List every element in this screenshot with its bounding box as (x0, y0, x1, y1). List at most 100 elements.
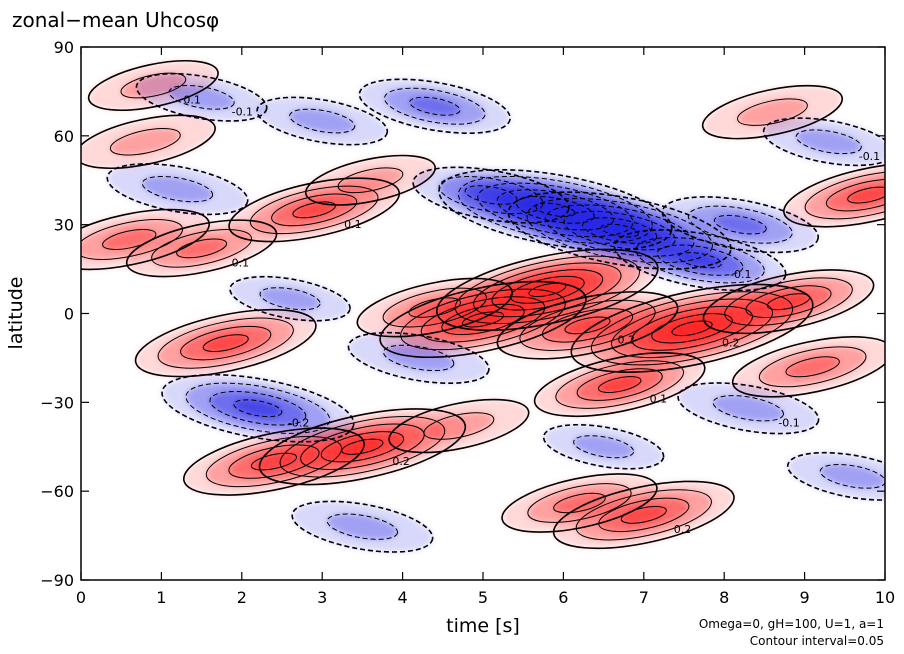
contour-positive-0-1 (590, 291, 794, 366)
field-negative-33-level-1 (713, 395, 784, 421)
contour-label-3: 0.2 (618, 333, 636, 346)
contour-label-12: 0.1 (650, 393, 668, 406)
contour-positive-3-3 (564, 316, 611, 335)
contour-positive-8-1 (423, 412, 495, 440)
contour-negative-24-1 (635, 237, 765, 284)
contour-negative-28-0 (347, 331, 490, 385)
contour-positive-9-0 (552, 480, 735, 550)
contour-positive-4-3 (766, 293, 811, 311)
contour-negative-38-1 (573, 435, 635, 459)
contour-label-0: 0.2 (722, 336, 740, 349)
contour-positive-0-4 (651, 313, 733, 344)
contour-positive-3-0 (496, 291, 679, 360)
contour-positive-1-2 (473, 262, 622, 318)
contour-positive-5-1 (382, 287, 487, 328)
x-tick-label-3: 3 (317, 588, 327, 607)
contour-negative-24-0 (613, 229, 787, 292)
chart-title: zonal−mean Uhcosφ (12, 8, 219, 32)
field-positive-4-level-3 (767, 293, 810, 310)
contour-positive-7-2 (228, 444, 320, 479)
field-positive-7-level-3 (251, 453, 297, 470)
contour-labels: 0.2 0.2 0.2 0.2 0.1 0.1 0.1 0.1 -0.1 -0.2 -0.1 -0.1… (183, 93, 880, 535)
contour-positive-10-0 (501, 473, 658, 533)
contour-label-15: 0.1 (344, 218, 362, 231)
contour-positive-13-1 (758, 346, 867, 388)
contour-positive-15-2 (271, 193, 358, 227)
x-tick-label-8: 8 (719, 588, 729, 607)
contour-negative-36-0 (762, 117, 885, 167)
contour-negative-31-2 (409, 96, 461, 116)
contour-label-27: -0.2 (288, 416, 309, 429)
field-positive-10-level-2 (553, 493, 606, 513)
contour-negative-35-0 (106, 163, 249, 216)
contour-negative-27-0 (161, 373, 355, 443)
contour-positive-4-1 (724, 277, 853, 326)
field-negative-36-level-1 (796, 129, 862, 154)
contour-positive-15-0 (228, 177, 401, 243)
contour-negative-26-0 (412, 166, 570, 224)
x-tick-label-2: 2 (237, 588, 247, 607)
field-positive-20-level-1 (737, 98, 808, 126)
field-negative-31-level-2 (409, 97, 460, 116)
contour-label-18: 0.1 (232, 256, 250, 269)
contour-negative-23-2 (545, 204, 695, 257)
field-positive-13-level-2 (785, 356, 840, 377)
y-tick-label-0: −90 (40, 571, 74, 590)
contour-label-24: -0.1 (730, 268, 751, 281)
contour-positive-1-0 (435, 248, 659, 331)
contour-negative-33-0 (677, 382, 820, 435)
contour-negative-25-2 (713, 214, 767, 235)
contour-positive-12-0 (533, 352, 706, 418)
contour-positive-20-1 (737, 98, 808, 126)
contour-positive-19-1 (337, 167, 404, 194)
contour-positive-18-0 (125, 219, 278, 278)
contour-positive-14-0 (783, 162, 885, 228)
contour-negative-30-1 (168, 85, 235, 110)
contour-label-6: 0.2 (392, 455, 410, 468)
contour-positive-17-2 (102, 228, 157, 250)
field-negative-35-level-1 (142, 176, 213, 202)
y-axis-label: latitude (5, 277, 27, 350)
contour-positive-18-1 (151, 229, 253, 268)
contour-negative-23-5 (600, 223, 639, 238)
x-tick-label-6: 6 (558, 588, 568, 607)
contour-negative-27-2 (209, 390, 307, 426)
contour-field (81, 59, 885, 553)
parameter-note: Omega=0, gH=100, U=1, a=1 (699, 617, 884, 631)
contour-label-36: -0.1 (859, 150, 880, 163)
contour-positive-3-1 (519, 299, 656, 351)
x-tick-label-10: 10 (875, 588, 895, 607)
x-axis-ticks: 0 1 2 3 4 5 6 7 8 9 10 (76, 47, 895, 607)
contour-positive-5-2 (408, 297, 462, 318)
contour-negative-22-2 (477, 182, 634, 238)
contour-positive-20-0 (701, 84, 844, 140)
contour-negative-36-1 (795, 129, 862, 155)
contour-positive-12-2 (576, 368, 663, 401)
contour-positive-8-0 (388, 398, 530, 454)
contour-negative-23-4 (582, 217, 658, 244)
y-tick-label-6: 90 (54, 38, 74, 57)
contour-negative-34-0 (786, 451, 885, 501)
contour-negative-22-4 (516, 195, 595, 224)
contour-positive-2-2 (420, 296, 546, 343)
contour-positive-6-3 (320, 431, 405, 463)
contour-negative-34-1 (819, 464, 885, 489)
contour-positive-7-0 (182, 427, 365, 496)
contour-positive-12-3 (597, 376, 642, 393)
field-negative-38-level-1 (573, 435, 634, 458)
contour-negative-28-1 (383, 344, 455, 372)
contour-negative-38-0 (542, 423, 665, 470)
contour-positive-14-1 (804, 170, 885, 220)
contour-negative-37-0 (229, 275, 351, 322)
contour-positive-0-5 (671, 320, 713, 337)
contour-negative-25-1 (687, 205, 793, 244)
field-positive-15-level-3 (292, 201, 336, 218)
field-positive-12-level-3 (598, 376, 641, 393)
field-negative-34-level-1 (820, 464, 885, 489)
field-positive-0-level-5 (671, 320, 713, 336)
contour-label-30: -0.1 (232, 105, 253, 118)
contour-negative-26-2 (464, 185, 518, 205)
y-tick-label-4: 30 (54, 216, 74, 235)
contour-positive-11-1 (157, 317, 294, 369)
field-positive-16-level-1 (110, 128, 181, 155)
